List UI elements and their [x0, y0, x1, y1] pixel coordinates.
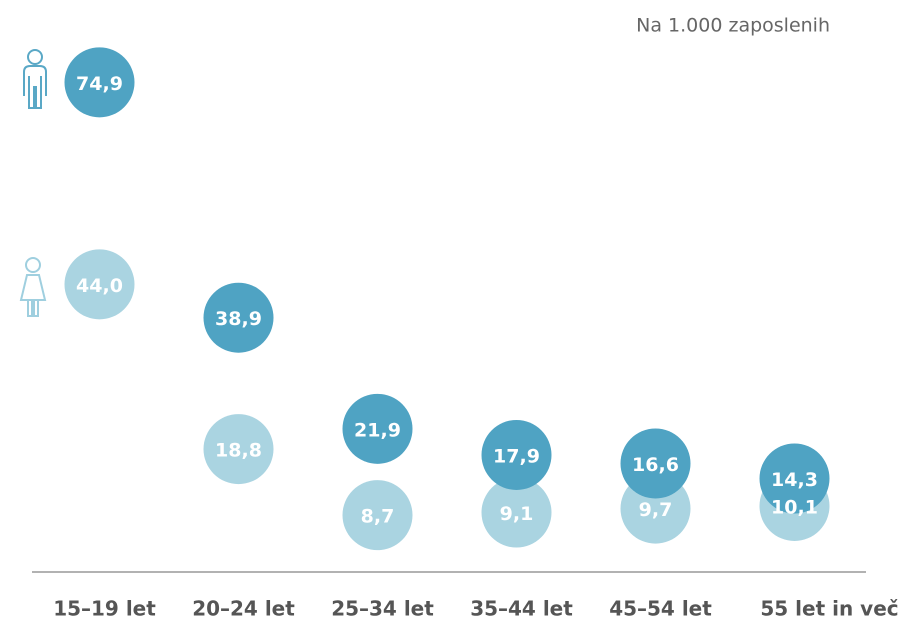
data-label: 9,7	[639, 499, 673, 521]
data-label: 74,9	[76, 73, 123, 95]
data-label: 21,9	[354, 419, 401, 441]
x-tick-label: 35–44 let	[470, 597, 573, 621]
data-label: 8,7	[361, 506, 395, 528]
dot	[342, 393, 413, 464]
female-icon	[19, 257, 47, 317]
dot	[759, 443, 830, 514]
dot	[342, 480, 413, 551]
data-label: 44,0	[76, 275, 123, 297]
dot	[481, 419, 552, 490]
x-tick-label: 15–19 let	[53, 597, 156, 621]
chart-subtitle: Na 1.000 zaposlenih	[636, 15, 830, 37]
data-label: 10,1	[771, 496, 818, 518]
dot	[203, 414, 274, 485]
x-tick-label: 20–24 let	[192, 597, 295, 621]
x-tick-label: 45–54 let	[609, 597, 712, 621]
x-tick-label: 55 let in več	[760, 597, 898, 621]
data-label: 17,9	[493, 445, 540, 467]
dot	[64, 249, 135, 320]
dot	[481, 477, 552, 548]
data-label: 18,8	[215, 440, 262, 462]
data-label: 14,3	[771, 469, 818, 491]
data-label: 38,9	[215, 308, 262, 330]
dot	[620, 428, 691, 499]
data-label: 16,6	[632, 454, 679, 476]
data-label: 9,1	[500, 503, 534, 525]
male-icon	[23, 49, 47, 109]
dot	[203, 282, 274, 353]
dot	[64, 47, 135, 118]
x-tick-label: 25–34 let	[331, 597, 434, 621]
